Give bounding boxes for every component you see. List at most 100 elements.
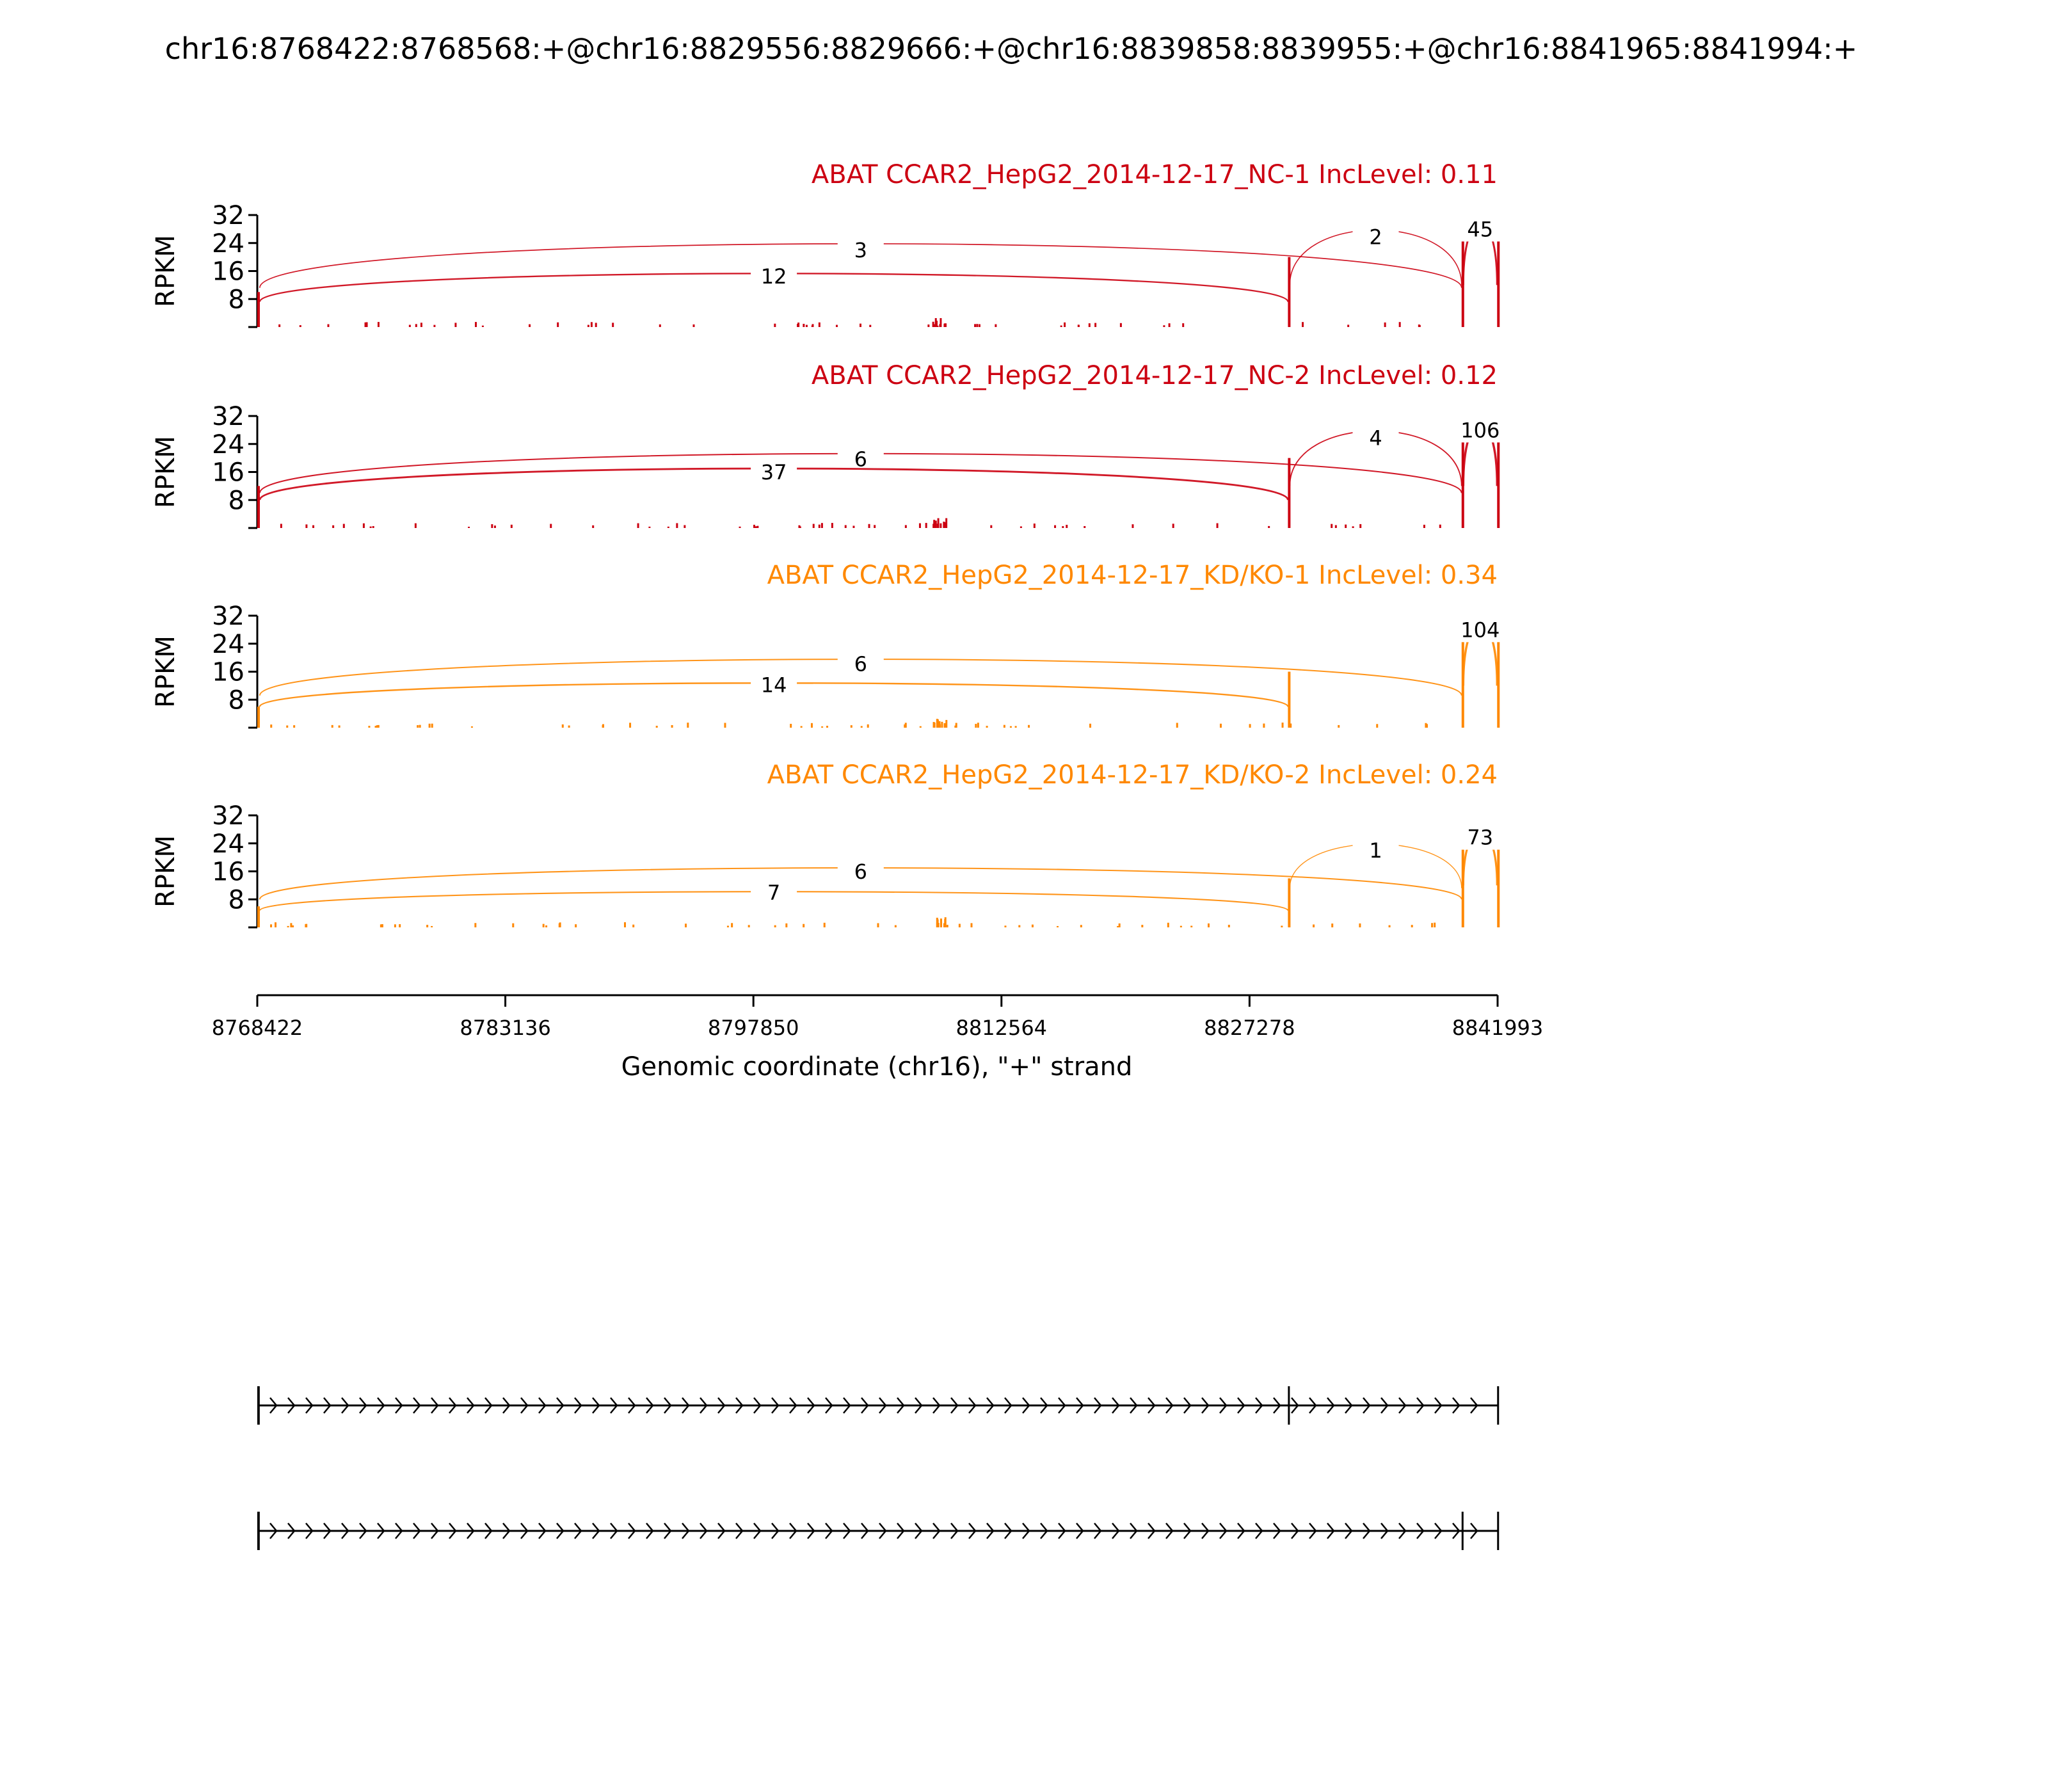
read-noise: [529, 324, 531, 327]
junction-count-label: 106: [1460, 418, 1500, 442]
y-tick-label: 16: [212, 257, 244, 287]
strand-arrow-icon: [610, 1523, 618, 1539]
read-noise: [1031, 924, 1034, 927]
x-tick-label: 8797850: [708, 1016, 799, 1040]
read-noise: [1425, 723, 1427, 728]
strand-arrow-icon: [1130, 1523, 1138, 1539]
read-noise: [1338, 724, 1340, 728]
read-noise: [940, 922, 943, 927]
y-tick-label: 24: [212, 630, 244, 659]
strand-arrow-icon: [807, 1397, 815, 1414]
x-tick-label: 8827278: [1204, 1016, 1295, 1040]
read-noise: [1141, 925, 1144, 927]
strand-arrow-icon: [1416, 1523, 1425, 1539]
track-title: ABAT CCAR2_HepG2_2014-12-17_NC-1 IncLeve…: [812, 160, 1498, 189]
read-noise: [454, 323, 457, 327]
y-axis-label: RPKM: [151, 235, 180, 307]
read-noise: [431, 723, 433, 728]
read-noise: [803, 924, 805, 927]
strand-arrow-icon: [413, 1523, 421, 1539]
read-noise: [377, 322, 380, 327]
strand-arrow-icon: [1345, 1397, 1353, 1414]
exon-coverage-bar: [1497, 629, 1500, 728]
strand-arrow-icon: [1470, 1523, 1478, 1539]
y-tick-label: 24: [212, 829, 244, 859]
junction-count-label: 37: [761, 460, 787, 484]
read-noise: [1263, 723, 1265, 728]
read-noise: [590, 322, 593, 327]
read-noise: [1359, 923, 1361, 927]
read-noise: [292, 925, 294, 927]
read-noise: [561, 724, 564, 728]
read-noise: [512, 923, 515, 927]
exon-coverage-bar: [257, 707, 260, 728]
read-noise: [995, 324, 997, 327]
exon-coverage-bar: [1288, 878, 1291, 927]
junction-count-bg: [1457, 616, 1503, 643]
read-noise: [667, 526, 669, 528]
exon-coverage-bar: [257, 292, 260, 327]
read-noise: [934, 324, 936, 327]
read-noise: [1331, 924, 1334, 927]
read-noise: [852, 525, 855, 528]
read-noise: [934, 520, 937, 528]
strand-arrow-icon: [269, 1397, 278, 1414]
strand-arrow-icon: [1237, 1397, 1245, 1414]
read-noise: [474, 923, 477, 927]
read-noise: [399, 924, 401, 927]
coverage-track-1: ABAT CCAR2_HepG2_2014-12-17_NC-1 IncLeve…: [151, 160, 1503, 328]
exon-block: [1288, 1386, 1290, 1425]
strand-arrow-icon: [431, 1397, 439, 1414]
read-noise: [1172, 524, 1174, 528]
strand-arrow-icon: [359, 1523, 367, 1539]
read-noise: [470, 726, 473, 728]
junction-count-label: 3: [854, 238, 867, 262]
strand-arrow-icon: [932, 1523, 941, 1539]
read-noise: [372, 526, 374, 528]
read-noise: [726, 925, 729, 927]
read-noise: [278, 324, 281, 327]
read-noise: [270, 924, 273, 927]
read-noise: [542, 924, 545, 927]
strand-arrow-icon: [305, 1397, 314, 1414]
read-noise: [510, 524, 513, 528]
read-noise: [755, 526, 757, 528]
read-noise: [433, 324, 436, 327]
strand-arrow-icon: [592, 1523, 600, 1539]
strand-arrow-icon: [1327, 1397, 1335, 1414]
strand-arrow-icon: [950, 1523, 959, 1539]
read-noise: [1168, 323, 1171, 327]
strand-arrow-icon: [377, 1523, 385, 1539]
read-noise: [280, 524, 282, 528]
strand-arrow-icon: [341, 1397, 349, 1414]
strand-arrow-icon: [1363, 1523, 1371, 1539]
strand-arrow-icon: [1380, 1397, 1389, 1414]
junction-count-bg: [1457, 824, 1503, 850]
read-noise: [369, 526, 372, 528]
strand-arrow-icon: [1416, 1397, 1425, 1414]
strand-arrow-icon: [484, 1397, 493, 1414]
strand-arrow-icon: [1148, 1523, 1156, 1539]
y-tick-label: 32: [212, 201, 244, 230]
read-noise: [1060, 325, 1062, 327]
read-noise: [1054, 525, 1057, 528]
read-noise: [342, 524, 345, 528]
strand-arrow-icon: [753, 1523, 762, 1539]
read-noise: [671, 724, 673, 728]
read-noise: [1359, 524, 1362, 528]
read-noise: [818, 322, 820, 327]
strand-arrow-icon: [1219, 1523, 1228, 1539]
read-noise: [1352, 526, 1354, 528]
strand-arrow-icon: [1022, 1397, 1030, 1414]
junction-count-label: 45: [1467, 217, 1493, 241]
strand-arrow-icon: [467, 1523, 475, 1539]
read-noise: [612, 323, 614, 327]
strand-arrow-icon: [717, 1397, 726, 1414]
read-noise: [327, 324, 330, 327]
read-noise: [1057, 925, 1059, 927]
read-noise: [976, 324, 979, 327]
strand-arrow-icon: [897, 1397, 905, 1414]
read-noise: [587, 324, 589, 327]
read-noise: [894, 925, 897, 927]
y-tick-label: 8: [228, 885, 244, 915]
